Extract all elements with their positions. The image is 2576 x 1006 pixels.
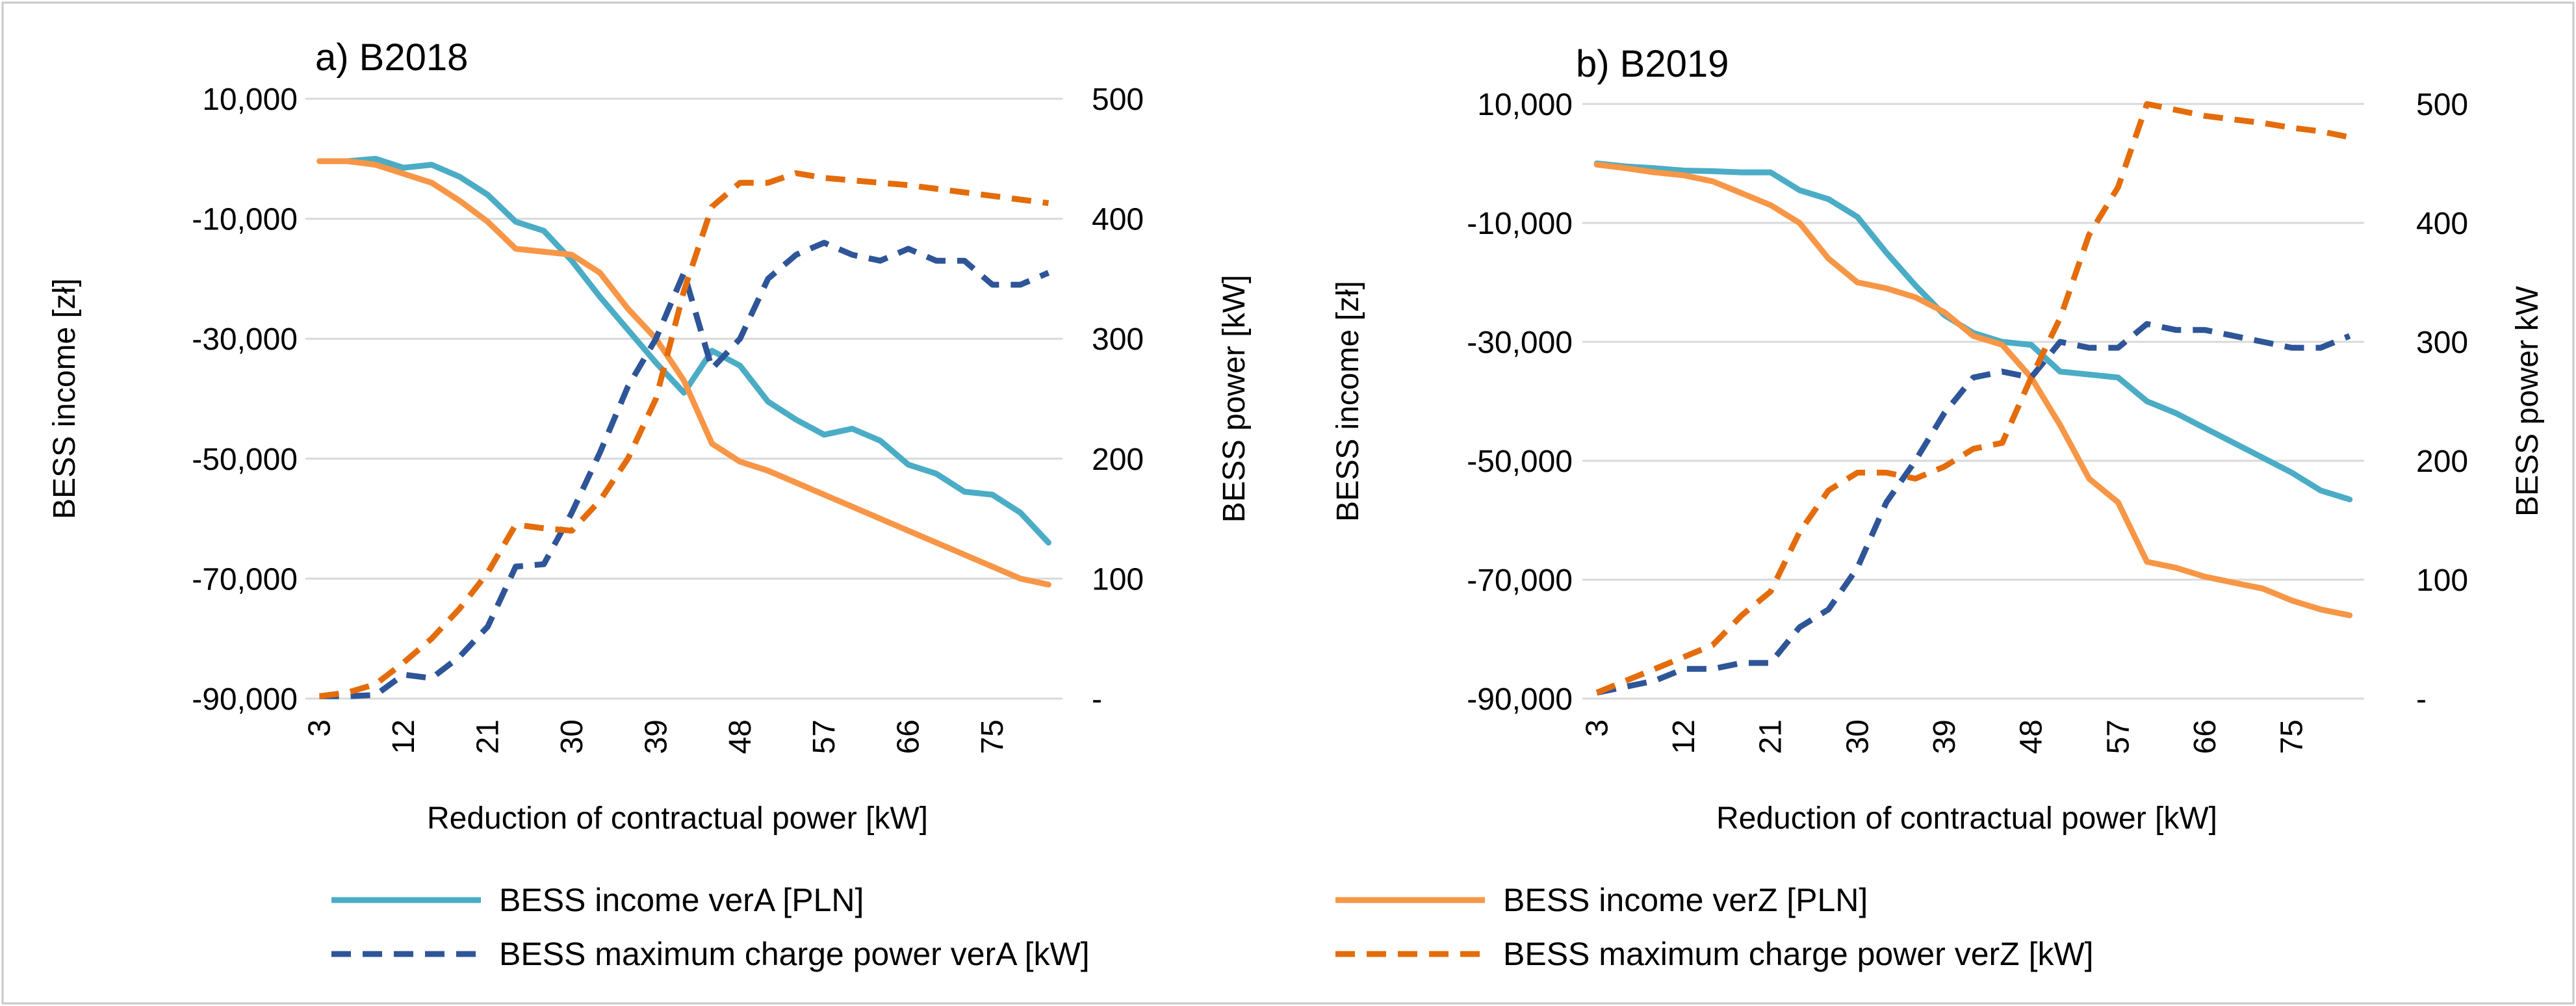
- y2-tick-label: 500: [2416, 88, 2468, 122]
- legend-item-bess-maximum-charge-power-verz-kw: BESS maximum charge power verZ [kW]: [1335, 936, 2094, 972]
- y2-tick-label: 100: [1092, 562, 1144, 597]
- panel-title: a) B2018: [315, 36, 468, 79]
- y2-tick-label: 300: [1092, 322, 1144, 357]
- legend-label: BESS maximum charge power verZ [kW]: [1503, 936, 2094, 972]
- series-line-bess-maximum-charge-power-vera-kw: [319, 240, 1050, 699]
- x-tick-label: 3: [303, 719, 337, 737]
- x-tick-label: 57: [807, 719, 842, 754]
- x-tick-label: 75: [2275, 719, 2310, 754]
- y2-tick-label: 400: [2416, 207, 2468, 241]
- y-tick-label: -10,000: [192, 203, 298, 237]
- y-tick-label: -90,000: [192, 682, 298, 717]
- y2-tick-label: 200: [2416, 445, 2468, 479]
- y2-tick-label: 500: [1092, 83, 1144, 117]
- x-tick-label: 30: [555, 719, 589, 754]
- x-tick-label: 3: [1580, 719, 1614, 737]
- y-axis-title: BESS income [zł]: [1331, 281, 1365, 522]
- y-tick-label: -50,000: [192, 443, 298, 477]
- x-tick-label: 39: [639, 719, 673, 754]
- series-line-bess-income-vera-pln: [316, 155, 1051, 546]
- x-tick-label: 48: [723, 719, 758, 754]
- x-tick-label: 48: [2015, 719, 2049, 754]
- x-tick-label: 12: [387, 719, 421, 754]
- y2-tick-label: -: [2416, 682, 2427, 717]
- y-axis-title: BESS income [zł]: [47, 278, 82, 519]
- x-tick-label: 21: [1754, 719, 1788, 754]
- y-tick-label: -30,000: [192, 322, 298, 357]
- series-line-bess-maximum-charge-power-verz-kw: [319, 170, 1049, 699]
- x-tick-label: 12: [1667, 719, 1701, 754]
- y2-axis-title: BESS power [kW]: [1217, 275, 1252, 522]
- y-tick-label: -90,000: [1467, 682, 1573, 717]
- y-tick-label: 10,000: [1477, 88, 1573, 122]
- y-tick-label: -70,000: [1467, 563, 1573, 598]
- legend-item-bess-income-verz-pln: BESS income verZ [PLN]: [1335, 882, 1868, 918]
- series-line-bess-income-verz-pln: [316, 158, 1051, 588]
- y2-tick-label: -: [1092, 682, 1102, 717]
- chart-panel-b2018: a) B2018-90,000-70,000-50,000-30,000-10,…: [47, 36, 1252, 836]
- series-line-bess-maximum-charge-power-verz-kw: [1595, 101, 2351, 695]
- legend-label: BESS maximum charge power verA [kW]: [499, 936, 1090, 972]
- y2-axis-title: BESS power kW: [2510, 285, 2545, 516]
- legend-item-bess-income-vera-pln: BESS income verA [PLN]: [331, 882, 864, 918]
- chart-panel-b2019: b) B2019-90,000-70,000-50,000-30,000-10,…: [1331, 43, 2545, 836]
- y-tick-label: 10,000: [202, 83, 298, 117]
- series-line-bess-maximum-charge-power-vera-kw: [1596, 321, 2351, 696]
- legend-item-bess-maximum-charge-power-vera-kw: BESS maximum charge power verA [kW]: [331, 936, 1090, 972]
- x-tick-label: 66: [892, 719, 926, 754]
- panel-title: b) B2019: [1576, 43, 1729, 85]
- x-axis-title: Reduction of contractual power [kW]: [1716, 801, 2217, 836]
- x-tick-label: 21: [470, 719, 505, 754]
- y-tick-label: -30,000: [1467, 326, 1573, 360]
- legend: BESS income verA [PLN] BESS income verZ […: [331, 882, 2094, 972]
- legend-label: BESS income verA [PLN]: [499, 882, 864, 918]
- x-tick-label: 66: [2188, 719, 2222, 754]
- y2-tick-label: 200: [1092, 443, 1144, 477]
- x-tick-label: 75: [975, 719, 1010, 754]
- y-tick-label: -50,000: [1467, 445, 1573, 479]
- x-tick-label: 57: [2101, 719, 2135, 754]
- x-tick-label: 39: [1927, 719, 1962, 754]
- series-line-bess-income-verz-pln: [1593, 161, 2353, 619]
- legend-label: BESS income verZ [PLN]: [1503, 882, 1868, 918]
- y2-tick-label: 300: [2416, 326, 2468, 360]
- y2-tick-label: 400: [1092, 203, 1144, 237]
- x-tick-label: 30: [1840, 719, 1875, 754]
- y-tick-label: -70,000: [192, 562, 298, 597]
- x-axis-title: Reduction of contractual power [kW]: [427, 801, 928, 836]
- y-tick-label: -10,000: [1467, 207, 1573, 241]
- y2-tick-label: 100: [2416, 563, 2468, 598]
